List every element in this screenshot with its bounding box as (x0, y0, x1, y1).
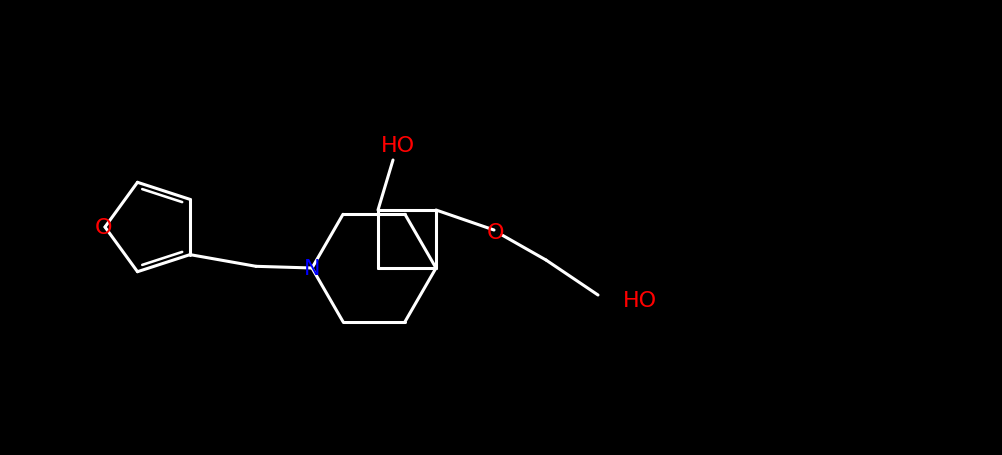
Text: N: N (304, 258, 321, 278)
Text: O: O (487, 222, 505, 243)
Text: HO: HO (381, 136, 415, 156)
Text: O: O (95, 217, 113, 238)
Text: HO: HO (623, 290, 657, 310)
